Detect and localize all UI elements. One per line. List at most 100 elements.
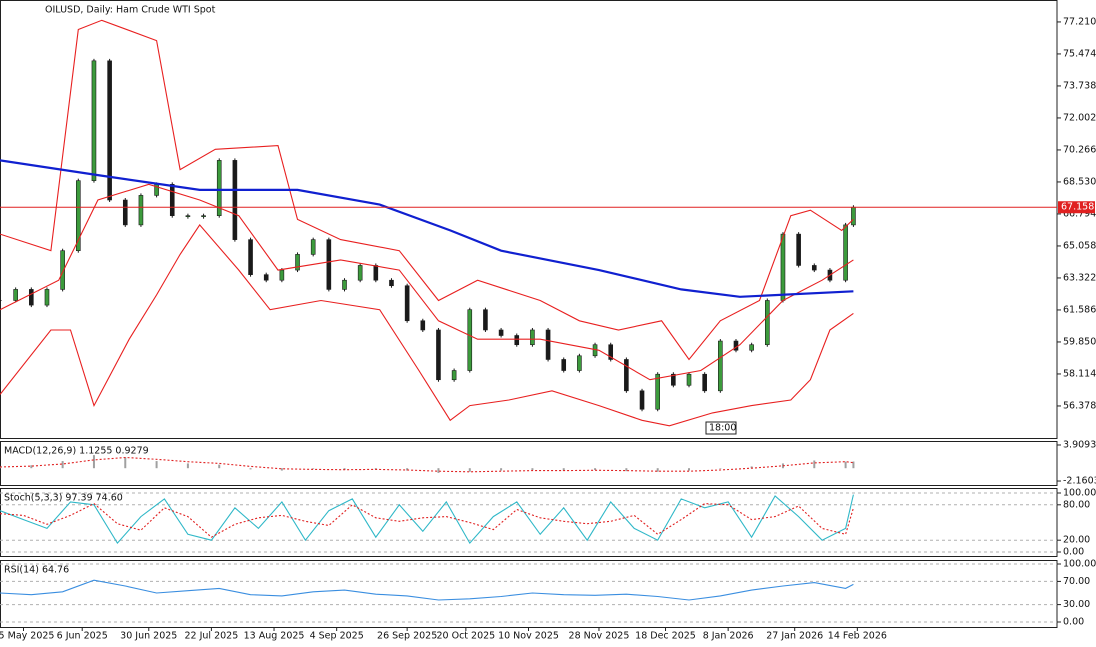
pane-frame (0, 0, 1058, 439)
candle (107, 60, 112, 201)
indicator-line (0, 502, 854, 538)
y-tick-label: 80.00 (1063, 499, 1090, 510)
x-tick-label: 4 Sep 2025 (310, 631, 364, 642)
indicator-line (0, 159, 854, 298)
y-tick-label: 72.002 (1063, 112, 1096, 123)
candle (91, 60, 97, 181)
x-tick-label: 20 Oct 2025 (436, 631, 495, 642)
candle (451, 370, 457, 381)
candle (796, 233, 801, 266)
price-tag (1058, 201, 1095, 214)
y-tick-label: 70.00 (1063, 576, 1090, 587)
candle (122, 199, 128, 226)
x-tick-label: 28 Nov 2025 (569, 631, 630, 642)
x-tick-label: 30 Jun 2025 (120, 631, 177, 642)
y-tick-label: 100.00 (1063, 488, 1096, 499)
candle (655, 373, 660, 410)
indicator-line (0, 579, 854, 601)
candle (514, 335, 520, 346)
candle (13, 289, 18, 301)
time-tag: 18:00 (709, 423, 736, 434)
candle (843, 224, 848, 281)
candle (851, 206, 856, 226)
x-tick-label: 6 Jun 2025 (57, 631, 108, 642)
pane-frame (0, 488, 1058, 557)
indicator-line (0, 223, 854, 427)
y-tick-label: 30.00 (1063, 599, 1090, 610)
candle (357, 265, 363, 281)
x-tick-label: 18 Dec 2025 (635, 631, 696, 642)
y-tick-label: 68.530 (1063, 176, 1096, 187)
y-tick-label: 100.00 (1063, 559, 1096, 570)
indicator-line (0, 183, 854, 381)
y-tick-label: 58.114 (1063, 368, 1096, 379)
candle (75, 180, 81, 252)
pane-title: OILUSD, Daily: Ham Crude WTI Spot (45, 5, 216, 16)
y-tick-label: 59.850 (1063, 336, 1096, 347)
candle (765, 300, 770, 346)
pane-frame (0, 560, 1058, 628)
x-tick-label: 22 Jul 2025 (185, 631, 239, 642)
candle (608, 344, 614, 360)
candle (702, 373, 707, 392)
x-tick-label: 10 Nov 2025 (498, 631, 559, 642)
candle (686, 373, 692, 386)
candle (530, 329, 535, 346)
x-tick-label: 13 Aug 2025 (244, 631, 305, 642)
candle (326, 239, 332, 290)
candle (436, 329, 441, 381)
candle (483, 309, 488, 331)
candle (624, 359, 629, 392)
candle (232, 160, 238, 240)
pane-title: Stoch(5,3,3) 97.39 74.60 (4, 493, 123, 504)
x-tick-label: 26 Sep 2025 (377, 631, 437, 642)
y-tick-label: 0.00 (1063, 617, 1084, 628)
candle (60, 250, 65, 290)
price-tag-label: 67.158 (1061, 202, 1094, 213)
y-tick-label: 66.794 (1063, 208, 1096, 219)
candle (733, 340, 739, 351)
indicator-line (0, 19, 854, 361)
candle (389, 279, 394, 287)
candle (718, 340, 723, 392)
y-tick-label: 75.474 (1063, 48, 1096, 59)
candle (310, 239, 316, 255)
candle (201, 215, 206, 217)
time-tag-box (705, 421, 737, 435)
candle (185, 215, 191, 217)
candle (420, 320, 426, 331)
y-tick-label: 61.586 (1063, 304, 1096, 315)
pane-title: RSI(14) 64.76 (4, 565, 69, 576)
y-tick-label: 65.058 (1063, 240, 1096, 251)
candle (248, 239, 253, 275)
y-tick-label: 73.738 (1063, 80, 1096, 91)
x-tick-label: 8 Jan 2026 (703, 631, 754, 642)
pane-frame (0, 441, 1058, 486)
candle (498, 329, 504, 336)
y-tick-label: 63.322 (1063, 272, 1096, 283)
candle (780, 233, 786, 301)
y-tick-label: 0.00 (1063, 546, 1084, 557)
candle (169, 184, 175, 216)
y-tick-label: 3.9093 (1063, 439, 1096, 450)
candle (545, 329, 551, 360)
x-tick-label: 14 Feb 2026 (828, 631, 887, 642)
candle (671, 373, 676, 386)
candle (29, 289, 34, 306)
candle (216, 160, 222, 216)
candle (577, 355, 582, 371)
candle (467, 309, 473, 371)
candle (263, 274, 269, 281)
candle (342, 279, 347, 290)
candle (811, 265, 817, 271)
y-tick-label: 20.00 (1063, 535, 1090, 546)
candle (639, 390, 645, 410)
pane-title: MACD(12,26,9) 1.1255 0.9279 (4, 446, 149, 457)
indicator-line (0, 494, 854, 545)
y-tick-label: 70.266 (1063, 144, 1096, 155)
candle (44, 289, 50, 306)
candle (404, 285, 410, 322)
y-tick-label: 77.210 (1063, 16, 1096, 27)
